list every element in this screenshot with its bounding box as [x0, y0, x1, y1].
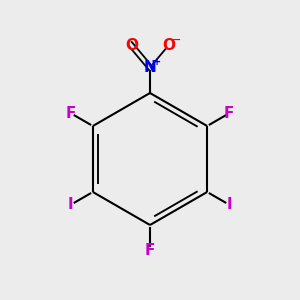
Text: −: −: [171, 35, 181, 45]
Text: F: F: [224, 106, 234, 121]
Text: N: N: [144, 60, 156, 75]
Text: I: I: [226, 197, 232, 212]
Text: O: O: [125, 38, 138, 53]
Text: F: F: [145, 243, 155, 258]
Text: I: I: [68, 197, 74, 212]
Text: +: +: [152, 57, 161, 67]
Text: F: F: [66, 106, 76, 121]
Text: O: O: [162, 38, 175, 53]
